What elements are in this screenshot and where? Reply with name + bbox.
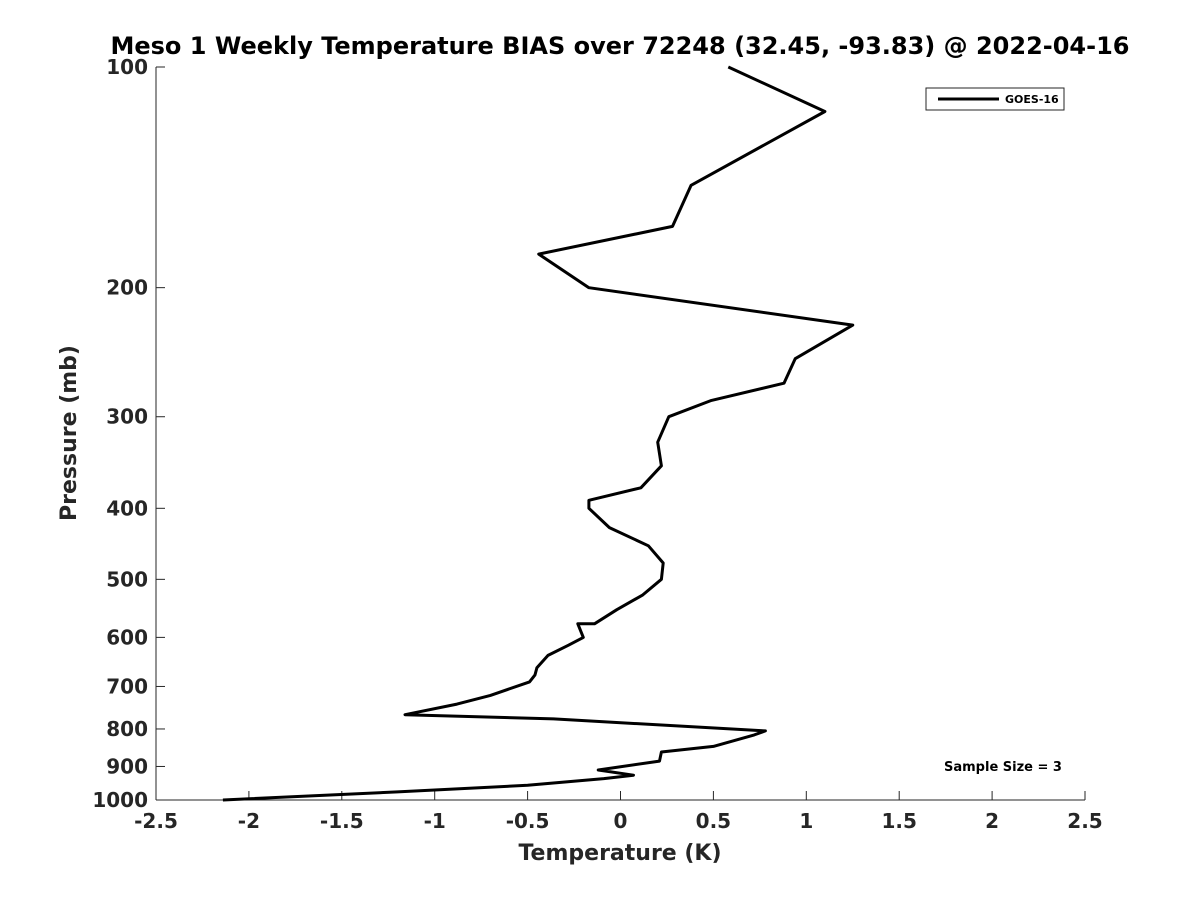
legend: GOES-16 [925,87,1065,111]
y-tick-label: 700 [106,674,148,698]
x-tick-label: -2.5 [134,809,178,833]
y-tick-label: 600 [106,625,148,649]
x-tick-label: 2.5 [1067,809,1102,833]
y-tick-label: 1000 [92,788,148,812]
x-axis-label: Temperature (K) [518,841,721,866]
x-tick-label: -1.5 [320,809,364,833]
x-tick-label: -2 [238,809,260,833]
legend-label-goes-16: GOES-16 [1005,93,1059,106]
x-axis-ticks: -2.5 -2 -1.5 -1 -0.5 0 0.5 1 1.5 2 2.5 [134,791,1103,833]
sample-size-annotation: Sample Size = 3 [944,760,1062,775]
y-axis-label: Pressure (mb) [57,345,82,521]
y-tick-label: 800 [106,717,148,741]
y-tick-label: 400 [106,496,148,520]
y-tick-label: 200 [106,276,148,300]
x-tick-label: -0.5 [506,809,550,833]
x-tick-label: 0 [614,809,628,833]
series-layer [222,65,855,802]
x-tick-label: 1 [799,809,813,833]
x-tick-label: -1 [424,809,446,833]
series-line-goes-16 [222,65,855,802]
x-tick-label: 2 [985,809,999,833]
y-tick-label: 900 [106,754,148,778]
chart-title: Meso 1 Weekly Temperature BIAS over 7224… [110,32,1129,60]
x-tick-label: 1.5 [881,809,916,833]
plot-axes [155,67,1085,801]
x-tick-label: 0.5 [696,809,731,833]
y-tick-label: 300 [106,405,148,429]
y-axis-ticks: 100 200 300 400 500 600 700 800 900 1000 [92,55,165,812]
y-tick-label: 100 [106,55,148,79]
y-tick-label: 500 [106,567,148,591]
